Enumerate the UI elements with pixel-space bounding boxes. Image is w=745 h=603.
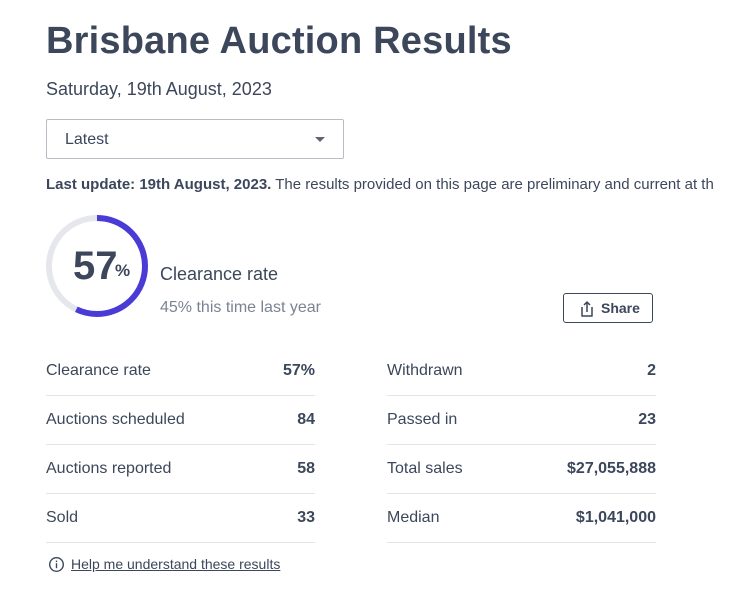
stat-row-auctions-scheduled: Auctions scheduled 84 — [46, 396, 315, 445]
stat-row-total-sales: Total sales $27,055,888 — [387, 445, 656, 494]
clearance-rate-gauge: 57 % — [45, 214, 149, 318]
clearance-rate-number: 57 — [73, 244, 118, 288]
stat-value: 58 — [297, 460, 315, 477]
stat-label: Withdrawn — [387, 362, 463, 379]
stat-row-median: Median $1,041,000 — [387, 494, 656, 543]
stat-label: Passed in — [387, 411, 458, 428]
stat-value: 57% — [282, 362, 315, 379]
stat-label: Sold — [46, 509, 79, 526]
stat-value: 23 — [638, 411, 656, 428]
info-icon — [48, 556, 65, 578]
stat-row-passed-in: Passed in 23 — [387, 396, 656, 445]
period-select[interactable]: Latest — [46, 119, 344, 159]
chevron-down-icon — [315, 137, 325, 142]
help-link[interactable]: Help me understand these results — [71, 556, 281, 572]
stat-value: $27,055,888 — [567, 460, 656, 477]
last-update-text: The results provided on this page are pr… — [271, 176, 714, 193]
period-select-value: Latest — [65, 131, 109, 148]
last-update-label: Last update: 19th August, 2023. — [46, 176, 272, 193]
stat-label: Median — [387, 509, 440, 526]
stat-label: Auctions scheduled — [46, 411, 185, 428]
stat-label: Total sales — [387, 460, 463, 477]
clearance-rate-symbol: % — [115, 261, 131, 280]
stat-row-clearance-rate: Clearance rate 57% — [46, 347, 315, 396]
clearance-rate-last-year: 45% this time last year — [160, 299, 321, 316]
stat-value: 84 — [297, 411, 315, 428]
share-icon — [579, 300, 595, 323]
stat-value: $1,041,000 — [575, 509, 656, 526]
stat-value: 33 — [297, 509, 315, 526]
clearance-rate-ring — [46, 215, 148, 317]
stat-row-withdrawn: Withdrawn 2 — [387, 347, 656, 396]
share-label: Share — [601, 300, 640, 316]
stats-table-right: Withdrawn 2 Passed in 23 Total sales $27… — [387, 347, 656, 543]
stat-row-auctions-reported: Auctions reported 58 — [46, 445, 315, 494]
gauge-progress-arc — [46, 215, 148, 317]
stats-table-left: Clearance rate 57% Auctions scheduled 84… — [46, 347, 315, 543]
stat-label: Auctions reported — [46, 460, 172, 477]
stat-label: Clearance rate — [46, 362, 151, 379]
stat-row-sold: Sold 33 — [46, 494, 315, 543]
last-update-notice: Last update: 19th August, 2023. The resu… — [46, 176, 745, 193]
share-button[interactable]: Share — [563, 293, 653, 323]
results-date: Saturday, 19th August, 2023 — [46, 79, 272, 99]
clearance-rate-label: Clearance rate — [160, 264, 279, 284]
stat-value: 2 — [647, 362, 656, 379]
page-title: Brisbane Auction Results — [46, 20, 512, 62]
